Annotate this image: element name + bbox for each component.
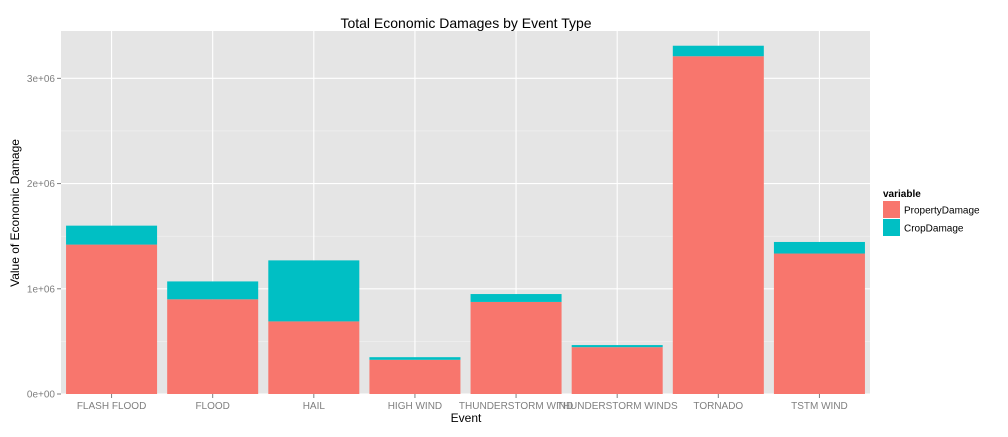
bar-propertydamage-flood [167, 299, 259, 394]
bar-cropdamage-thunderstorm-wind [470, 294, 562, 302]
bars-layer [66, 45, 865, 395]
bar-cropdamage-hail [268, 260, 360, 322]
bar-cropdamage-flash-flood [66, 225, 158, 245]
y-tick-label: 1e+06 [27, 284, 56, 295]
bar-propertydamage-tstm-wind [773, 253, 865, 394]
y-tick-label: 3e+06 [27, 74, 56, 85]
y-axis-title: Value of Economic Damage [8, 139, 22, 287]
legend-key-propertydamage [883, 201, 900, 218]
legend-label-propertydamage: PropertyDamage [904, 206, 980, 217]
legend: variable PropertyDamage CropDamage [883, 189, 980, 236]
y-tick-label: 0e+00 [27, 390, 56, 401]
x-tick-label: THUNDERSTORM WIND [459, 401, 573, 412]
x-tick-label: FLASH FLOOD [77, 401, 146, 412]
x-tick-label: FLOOD [195, 401, 229, 412]
bar-cropdamage-flood [167, 281, 259, 300]
x-tick-label: THUNDERSTORM WINDS [557, 401, 678, 412]
bar-propertydamage-high-wind [369, 359, 461, 394]
legend-title: variable [883, 189, 921, 200]
x-axis-title: Event [451, 411, 482, 425]
y-axis: 0e+00 1e+06 2e+06 3e+06 [27, 74, 61, 401]
x-tick-label: HAIL [303, 401, 326, 412]
bar-propertydamage-hail [268, 321, 360, 394]
chart-title: Total Economic Damages by Event Type [340, 15, 591, 31]
bar-propertydamage-tornado [672, 56, 764, 395]
y-tick-label: 2e+06 [27, 179, 56, 190]
bar-cropdamage-tstm-wind [773, 241, 865, 254]
bar-cropdamage-tornado [672, 45, 764, 57]
x-axis: FLASH FLOOD FLOOD HAIL HIGH WIND THUNDERSTOR… [77, 394, 848, 412]
bar-propertydamage-thunderstorm-wind [470, 301, 562, 394]
x-tick-label: TSTM WIND [791, 401, 848, 412]
bar-cropdamage-thunderstorm-winds [571, 345, 663, 348]
bar-propertydamage-thunderstorm-winds [571, 347, 663, 394]
bar-propertydamage-flash-flood [66, 244, 158, 394]
x-tick-label: HIGH WIND [388, 401, 442, 412]
x-tick-label: TORNADO [693, 401, 743, 412]
legend-key-cropdamage [883, 219, 900, 236]
legend-label-cropdamage: CropDamage [904, 224, 964, 235]
bar-cropdamage-high-wind [369, 357, 461, 360]
